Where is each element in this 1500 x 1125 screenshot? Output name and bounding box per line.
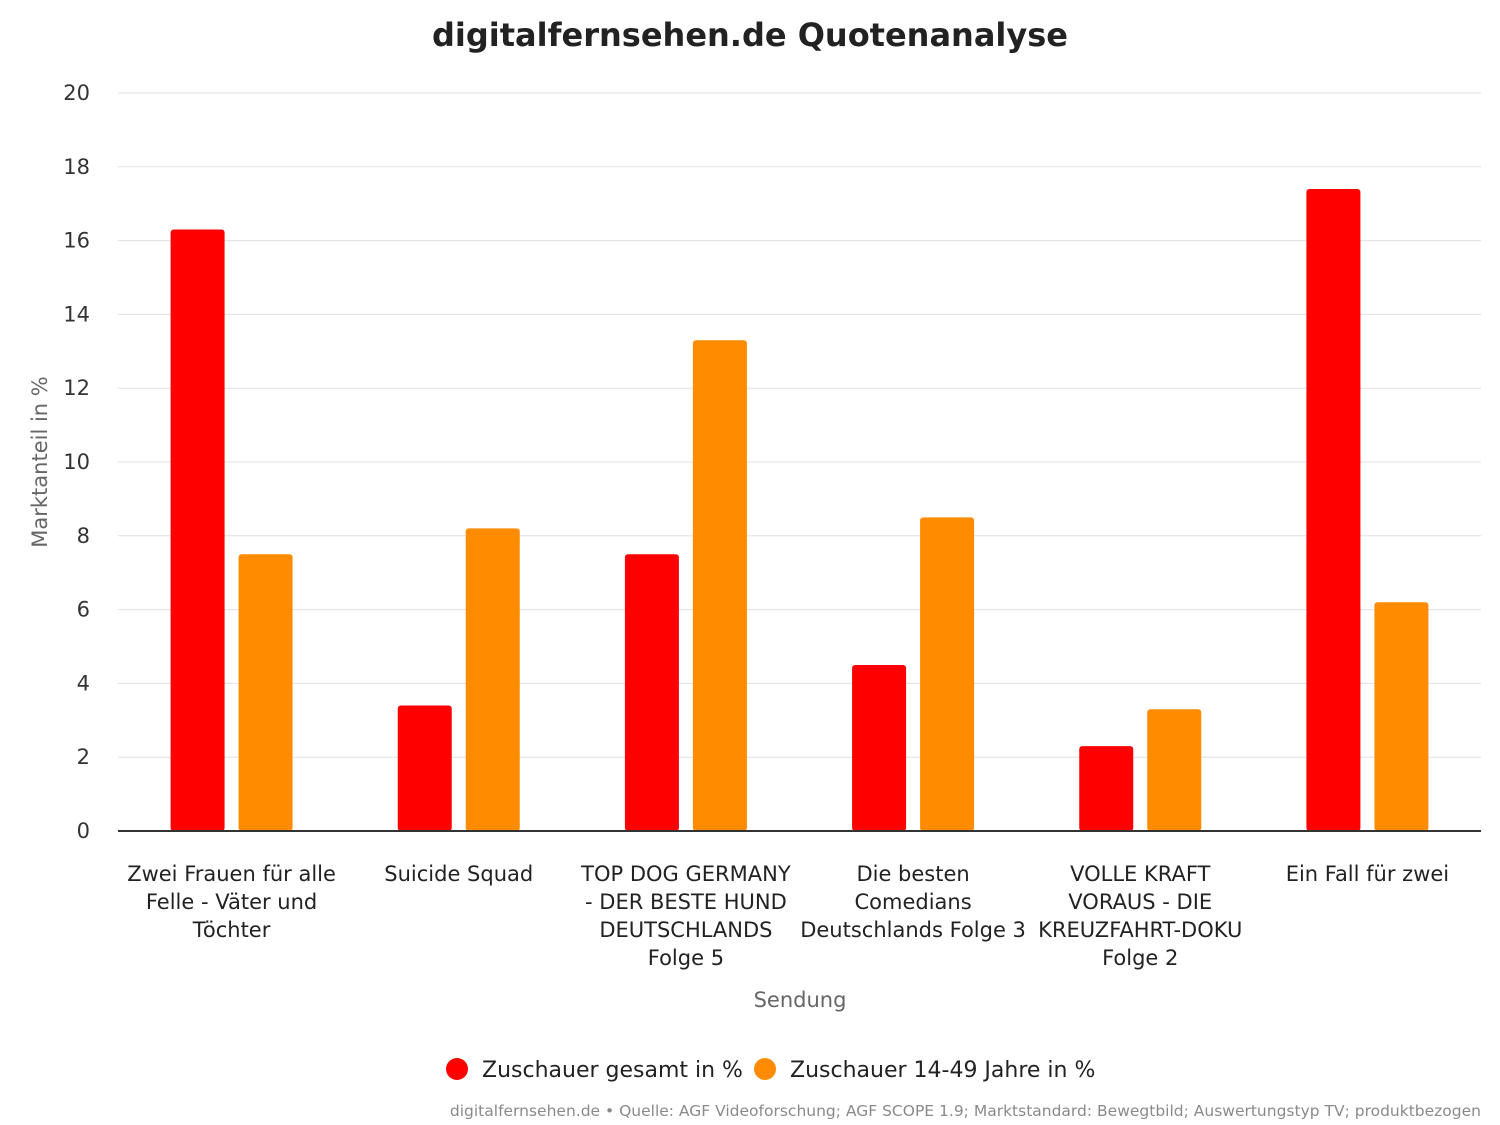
x-category-label: TOP DOG GERMANY - DER BESTE HUND DEUTSCHLA… — [580, 862, 791, 970]
legend-item[interactable]: Zuschauer gesamt in % — [446, 1058, 743, 1083]
bar-zuschauer-14-49[interactable] — [692, 340, 747, 831]
chart-credit: digitalfernsehen.de • Quelle: AGF Videof… — [450, 1102, 1481, 1120]
legend-label: Zuschauer 14-49 Jahre in % — [790, 1058, 1095, 1083]
gridlines — [118, 92, 1481, 758]
x-category-line: TOP DOG GERMANY — [580, 862, 791, 886]
bar-zuschauer-14-49[interactable] — [920, 517, 975, 831]
x-category-line: Ein Fall für zwei — [1286, 862, 1449, 886]
x-category-line: Folge 2 — [1102, 946, 1178, 970]
y-axis-ticks: 0 2 4 6 8 10 12 14 16 18 20 — [63, 81, 90, 843]
x-category-label: VOLLE KRAFT VORAUS - DIE KREUZFAHRT-DOKU Fo… — [1038, 862, 1242, 970]
y-tick-label: 8 — [77, 524, 90, 548]
bar-group — [170, 229, 293, 831]
x-category-line: VOLLE KRAFT — [1070, 862, 1210, 886]
y-tick-label: 14 — [63, 302, 90, 326]
bar-zuschauer-14-49[interactable] — [465, 528, 520, 831]
bar-group — [1079, 709, 1202, 831]
bar-zuschauer-14-49[interactable] — [1374, 602, 1429, 831]
bar-zuschauer-14-49[interactable] — [1147, 709, 1202, 831]
bar-zuschauer-gesamt[interactable] — [1306, 188, 1361, 831]
chart-title: digitalfernsehen.de Quotenanalyse — [432, 16, 1068, 54]
y-tick-label: 20 — [63, 81, 90, 105]
x-axis-title: Sendung — [754, 988, 847, 1012]
x-category-line: KREUZFAHRT-DOKU — [1038, 918, 1242, 942]
legend-item[interactable]: Zuschauer 14-49 Jahre in % — [754, 1058, 1095, 1083]
y-tick-label: 10 — [63, 450, 90, 474]
legend-marker — [754, 1058, 776, 1080]
x-category-label: Suicide Squad — [384, 862, 533, 886]
y-tick-label: 6 — [77, 598, 90, 622]
y-axis-title: Marktanteil in % — [28, 376, 52, 547]
x-axis-categories: Zwei Frauen für alle Felle - Väter und Töc… — [127, 862, 1449, 970]
bar-group — [852, 517, 975, 831]
y-tick-label: 4 — [77, 671, 90, 695]
bar-zuschauer-gesamt[interactable] — [852, 664, 907, 831]
legend-label: Zuschauer gesamt in % — [482, 1058, 743, 1083]
y-tick-label: 16 — [63, 229, 90, 253]
bar-zuschauer-14-49[interactable] — [238, 554, 293, 831]
bar-group — [624, 340, 747, 831]
y-tick-label: 12 — [63, 376, 90, 400]
y-tick-label: 2 — [77, 745, 90, 769]
x-category-label: Zwei Frauen für alle Felle - Väter und Töc… — [127, 862, 336, 942]
y-tick-label: 18 — [63, 155, 90, 179]
x-category-label: Ein Fall für zwei — [1286, 862, 1449, 886]
x-category-line: Felle - Väter und — [146, 890, 317, 914]
x-category-line: - DER BESTE HUND — [585, 890, 787, 914]
x-category-line: Töchter — [192, 918, 271, 942]
legend: Zuschauer gesamt in % Zuschauer 14-49 Jah… — [446, 1058, 1095, 1083]
x-category-line: Zwei Frauen für alle — [127, 862, 336, 886]
x-category-line: Suicide Squad — [384, 862, 533, 886]
bar-zuschauer-gesamt[interactable] — [397, 705, 452, 831]
bar-zuschauer-gesamt[interactable] — [170, 229, 225, 831]
bar-group — [397, 528, 520, 831]
x-category-line: VORAUS - DIE — [1068, 890, 1212, 914]
y-tick-label: 0 — [77, 819, 90, 843]
bars — [170, 188, 1429, 831]
x-category-label: Die besten Comedians Deutschlands Folge 3 — [800, 862, 1026, 942]
x-category-line: Folge 5 — [648, 946, 724, 970]
x-category-line: Die besten — [856, 862, 969, 886]
x-category-line: DEUTSCHLANDS — [599, 918, 772, 942]
bar-zuschauer-gesamt[interactable] — [1079, 746, 1134, 831]
legend-marker — [446, 1058, 468, 1080]
bar-group — [1306, 188, 1429, 831]
x-category-line: Deutschlands Folge 3 — [800, 918, 1026, 942]
bar-zuschauer-gesamt[interactable] — [624, 554, 679, 831]
x-category-line: Comedians — [854, 890, 971, 914]
